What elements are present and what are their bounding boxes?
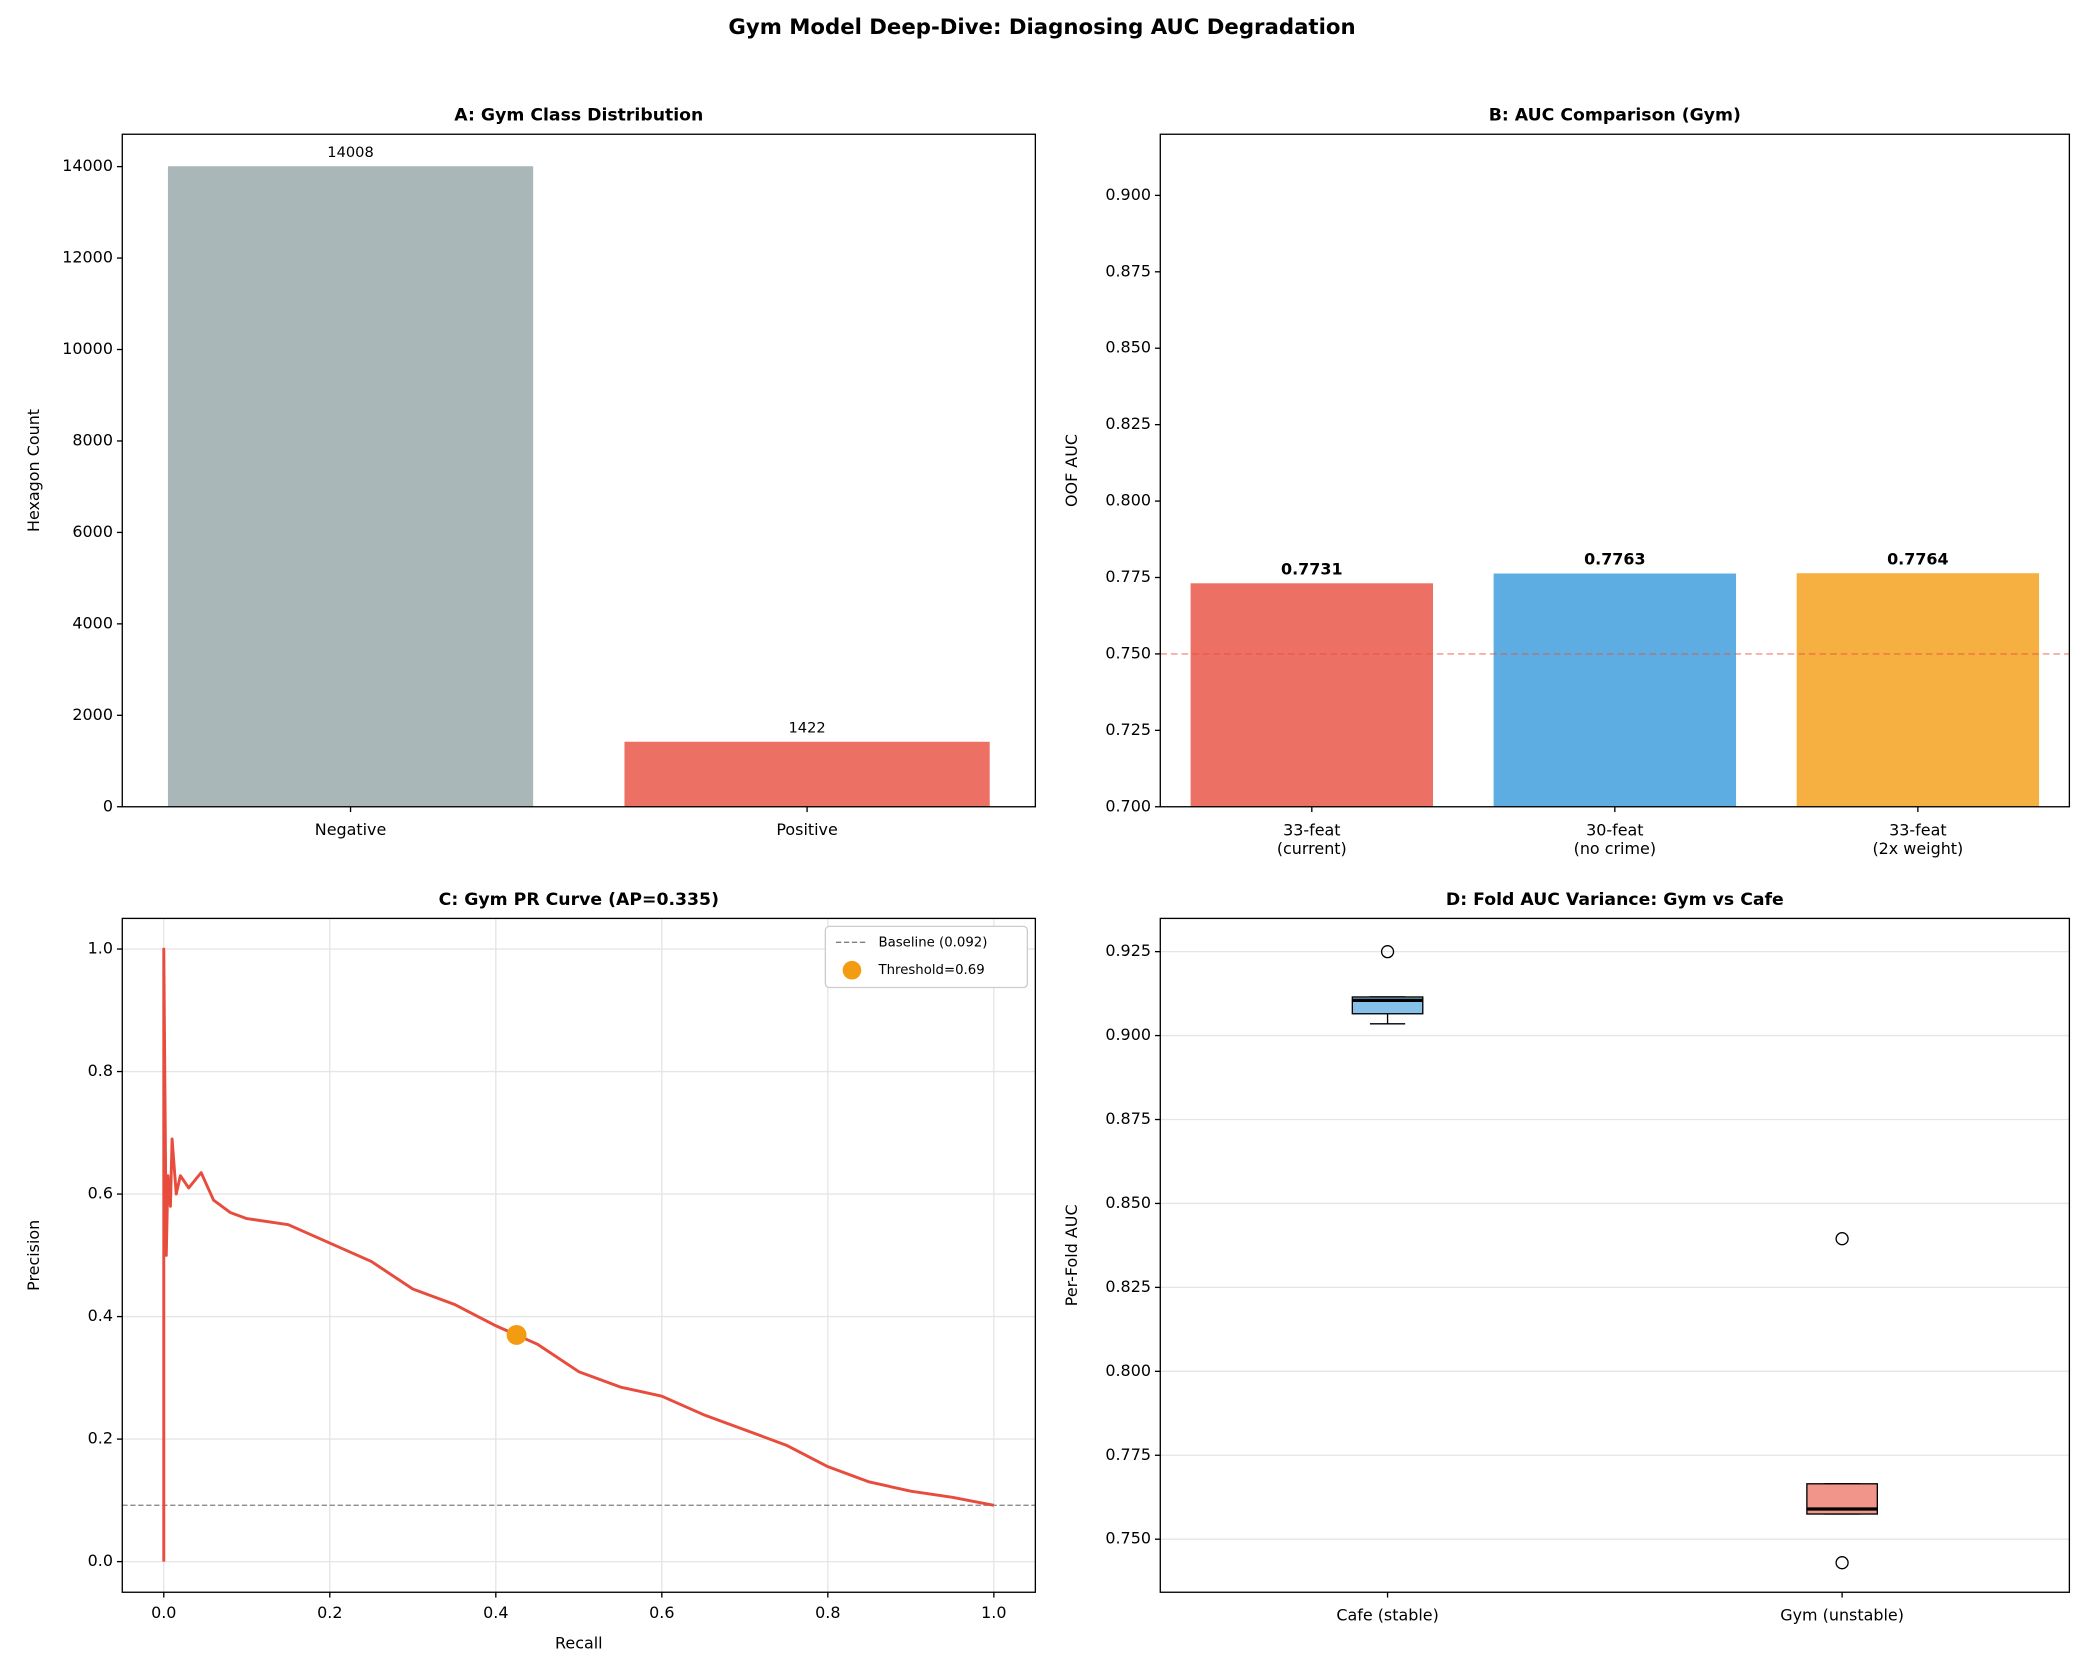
y-tick-label: 0.925	[1105, 941, 1151, 960]
y-tick-label: 0.2	[88, 1429, 113, 1448]
legend-box	[824, 925, 1029, 989]
axes-frame	[1159, 133, 2071, 808]
y-tick-label: 0.6	[88, 1184, 113, 1203]
y-tick-label: 0.875	[1105, 1109, 1151, 1128]
x-tick-label: 0.8	[815, 1603, 840, 1622]
threshold-point	[506, 1324, 527, 1345]
data-label: 0.7731	[1281, 560, 1343, 579]
y-tick-label: 10000	[62, 339, 113, 358]
y-tick-label: 0.875	[1105, 261, 1151, 280]
y-tick-label: 0.900	[1105, 1025, 1151, 1044]
y-tick-label: 2000	[72, 705, 113, 724]
x-tick-label: 0.0	[151, 1603, 176, 1622]
legend-threshold-swatch	[842, 960, 862, 980]
y-tick-label: 0.750	[1105, 1529, 1151, 1548]
y-tick-label: 0.775	[1105, 567, 1151, 586]
y-tick-label: 4000	[72, 613, 113, 632]
data-label: 1422	[788, 719, 825, 736]
panel-title: B: AUC Comparison (Gym)	[1489, 106, 1741, 126]
panel-title: C: Gym PR Curve (AP=0.335)	[439, 890, 719, 910]
y-axis-label: Hexagon Count	[24, 409, 43, 532]
x-axis-label: Recall	[555, 1634, 603, 1653]
x-tick-label: 0.6	[649, 1603, 674, 1622]
x-tick-label: 33-feat (current)	[1277, 820, 1347, 857]
data-label: 14008	[327, 144, 373, 161]
outlier	[1835, 1556, 1849, 1570]
y-tick-label: 0.900	[1105, 185, 1151, 204]
y-tick-label: 1.0	[88, 939, 113, 958]
x-tick-label: 33-feat (2x weight)	[1872, 820, 1963, 857]
y-axis-label: OOF AUC	[1062, 434, 1081, 507]
outlier	[1380, 944, 1395, 959]
y-tick-label: 0.4	[88, 1306, 113, 1325]
y-tick-label: 0.850	[1105, 338, 1151, 357]
x-tick-label: Positive	[776, 820, 837, 839]
x-tick-label: 30-feat (no crime)	[1574, 820, 1656, 857]
panel-title: A: Gym Class Distribution	[454, 106, 703, 126]
y-tick-label: 0.725	[1105, 720, 1151, 739]
axes-frame	[1159, 917, 2071, 1593]
y-tick-label: 0.825	[1105, 1277, 1151, 1296]
x-tick-label: Negative	[315, 820, 387, 839]
outlier	[1835, 1232, 1849, 1246]
data-label: 0.7763	[1584, 550, 1646, 569]
bar	[1796, 573, 2040, 807]
bar	[1493, 573, 1737, 807]
x-tick-label: Cafe (stable)	[1336, 1606, 1438, 1625]
y-tick-label: 0.800	[1105, 491, 1151, 510]
y-axis-label: Precision	[24, 1220, 43, 1291]
pr-curve	[162, 947, 995, 1562]
legend-label: Baseline (0.092)	[879, 935, 988, 950]
y-tick-label: 14000	[62, 156, 113, 175]
axes-frame	[121, 917, 1037, 1593]
y-tick-label: 0.0	[88, 1551, 113, 1570]
axes-frame	[121, 133, 1037, 808]
bar	[1190, 583, 1434, 807]
x-tick-label: 0.2	[317, 1603, 342, 1622]
y-tick-label: 8000	[72, 430, 113, 449]
x-tick-label: 1.0	[981, 1603, 1006, 1622]
bar	[167, 166, 534, 807]
panel-title: D: Fold AUC Variance: Gym vs Cafe	[1446, 890, 1784, 910]
x-tick-label: 0.4	[483, 1603, 508, 1622]
y-tick-label: 0.800	[1105, 1361, 1151, 1380]
y-tick-label: 0.825	[1105, 414, 1151, 433]
y-tick-label: 12000	[62, 248, 113, 267]
y-tick-label: 0.700	[1105, 796, 1151, 815]
y-tick-label: 6000	[72, 522, 113, 541]
y-tick-label: 0	[103, 796, 113, 815]
y-tick-label: 0.775	[1105, 1445, 1151, 1464]
y-axis-label: Per-Fold AUC	[1062, 1204, 1081, 1306]
x-tick-label: Gym (unstable)	[1780, 1606, 1904, 1625]
y-tick-label: 0.750	[1105, 643, 1151, 662]
y-tick-label: 0.850	[1105, 1193, 1151, 1212]
figure-title: Gym Model Deep-Dive: Diagnosing AUC Degr…	[728, 15, 1355, 40]
y-tick-label: 0.8	[88, 1061, 113, 1080]
legend-label: Threshold=0.69	[878, 963, 985, 978]
data-label: 0.7764	[1887, 549, 1949, 568]
bar	[624, 741, 990, 807]
